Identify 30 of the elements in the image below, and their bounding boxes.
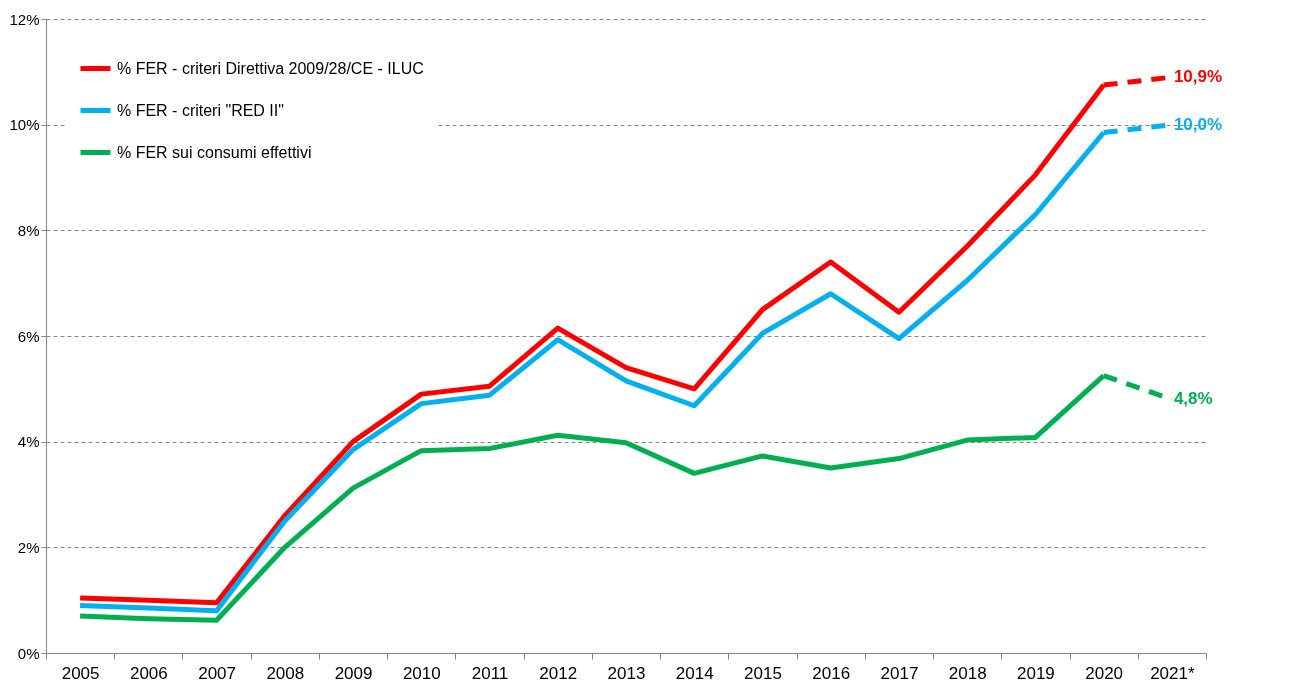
x-tick-label: 2006 (129, 663, 168, 683)
legend-label: % FER - criteri Direttiva 2009/28/CE - ILUC (117, 59, 424, 77)
y-tick-label: 4% (17, 433, 40, 451)
data-label: 4,8% (1173, 389, 1213, 409)
y-tick-label: 6% (17, 327, 40, 345)
y-tick-label: 0% (17, 644, 40, 662)
y-tick-label: 12% (9, 10, 40, 28)
x-tick-label: 2009 (334, 663, 373, 683)
x-tick-label: 2010 (402, 663, 441, 683)
x-tick-label: 2016 (812, 663, 851, 683)
x-tick-label: 2011 (471, 663, 509, 683)
x-tick-label: 2008 (266, 663, 305, 683)
y-tick-label: 8% (17, 221, 40, 239)
x-tick-label: 2021* (1150, 663, 1195, 683)
x-tick-label: 2019 (1017, 663, 1055, 683)
x-tick-label: 2013 (607, 663, 646, 683)
y-tick-label: 2% (17, 538, 40, 556)
data-label: 10,9% (1173, 67, 1223, 87)
x-tick-label: 2017 (880, 663, 919, 683)
x-tick-label: 2020 (1085, 663, 1124, 683)
data-label: 10,0% (1173, 114, 1223, 134)
x-tick-label: 2015 (744, 663, 782, 683)
x-tick-label: 2014 (675, 663, 714, 683)
x-tick-label: 2012 (539, 663, 578, 683)
x-tick-label: 2005 (61, 663, 100, 683)
legend-label: % FER - criteri "RED II" (117, 101, 284, 119)
y-tick-label: 10% (9, 116, 40, 134)
x-tick-label: 2018 (948, 663, 987, 683)
x-tick-label: 2007 (198, 663, 236, 683)
legend-label: % FER sui consumi effettivi (117, 143, 312, 161)
